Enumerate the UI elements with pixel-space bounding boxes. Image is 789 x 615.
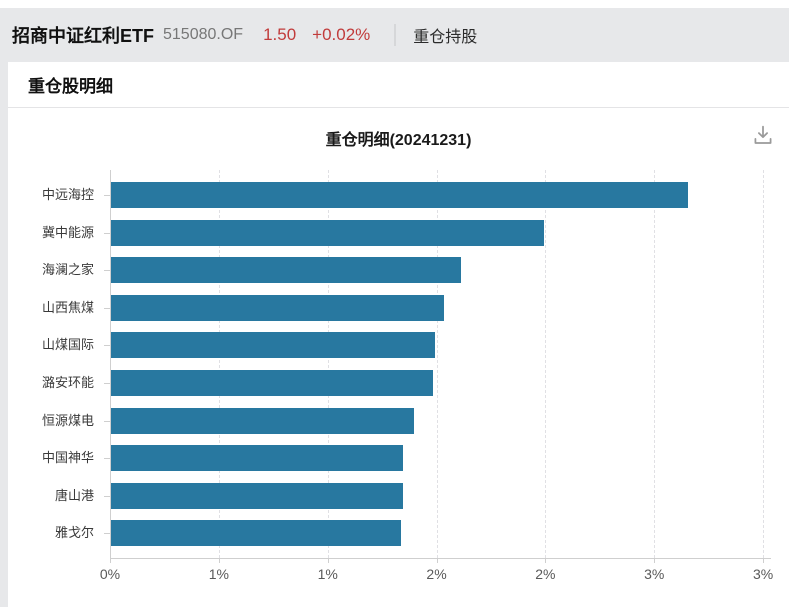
category-label: 山煤国际 (41, 337, 94, 353)
category-tick (104, 270, 110, 272)
holdings-bar-chart: 0% 1% 1% 2% 2% 3% 3% 中远海控冀中能源海澜之家山西焦煤山煤国际潞安环能恒源… (8, 158, 789, 598)
bar[interactable] (111, 407, 414, 434)
download-icon[interactable] (749, 122, 777, 150)
category-label: 恒源煤电 (41, 412, 94, 428)
bar[interactable] (111, 520, 401, 547)
category-label: 潞安环能 (41, 375, 94, 390)
bar[interactable] (111, 482, 403, 509)
category-tick (104, 458, 110, 460)
gridline (763, 170, 765, 558)
bar[interactable] (111, 294, 444, 321)
x-axis-line (110, 558, 771, 559)
category-label: 雅戈尔 (54, 525, 94, 541)
x-axis-tick (110, 558, 111, 563)
category-tick (104, 495, 110, 497)
y-axis-line (110, 170, 111, 558)
x-axis-tick-label: 3% (644, 566, 665, 582)
bar[interactable] (111, 370, 433, 396)
x-axis-tick (763, 558, 765, 563)
tab-heavy-holdings[interactable]: 重仓持股 (413, 29, 478, 46)
bar[interactable] (111, 182, 688, 208)
x-axis-tick (218, 558, 220, 563)
fund-price: 1.50 (263, 25, 297, 44)
x-axis-tick (436, 558, 438, 563)
bar[interactable] (111, 219, 544, 246)
category-label: 冀中能源 (41, 224, 94, 240)
x-axis-tick (654, 558, 656, 563)
gridline (654, 170, 656, 558)
x-axis-tick-label: 1% (317, 566, 338, 582)
card-header: 重仓股明细 (8, 62, 789, 108)
category-label: 唐山港 (54, 487, 94, 503)
section-title: 重仓股明细 (28, 77, 113, 96)
gridline (545, 170, 547, 558)
category-tick (104, 232, 110, 234)
category-label: 中国神华 (41, 450, 94, 466)
holdings-card: 重仓股明细 重仓明细(20241231) 0% 1% 1% 2% 2% 3% 3% 中远海控冀… (8, 62, 789, 607)
fund-name: 招商中证红利ETF (12, 26, 154, 46)
gridline (436, 170, 438, 558)
fund-change-percent: +0.02% (312, 25, 371, 44)
category-tick (104, 307, 110, 309)
header-divider (394, 24, 397, 46)
category-label: 山西焦煤 (41, 299, 94, 315)
x-axis-tick (327, 558, 329, 563)
x-axis-tick-label: 0% (99, 566, 121, 582)
category-tick (104, 533, 110, 535)
x-axis-tick-label: 2% (426, 566, 447, 582)
gridline (327, 170, 329, 558)
category-tick (104, 383, 110, 384)
bar[interactable] (111, 332, 435, 359)
category-tick (104, 195, 110, 196)
fund-header: 招商中证红利ETF 515080.OF 1.50 +0.02% 重仓持股 (0, 8, 789, 62)
bar[interactable] (111, 445, 403, 472)
chart-title: 重仓明细(20241231) (325, 132, 472, 149)
category-tick (104, 420, 110, 422)
x-axis-tick-label: 2% (535, 566, 556, 582)
x-axis-tick-label: 3% (752, 566, 774, 582)
bar[interactable] (111, 257, 461, 284)
category-label: 中远海控 (41, 187, 94, 202)
gridline (218, 170, 220, 558)
category-label: 海澜之家 (41, 262, 94, 278)
x-axis-tick-label: 1% (208, 566, 229, 582)
category-tick (104, 345, 110, 347)
fund-code: 515080.OF (163, 26, 244, 43)
x-axis-tick (545, 558, 547, 563)
